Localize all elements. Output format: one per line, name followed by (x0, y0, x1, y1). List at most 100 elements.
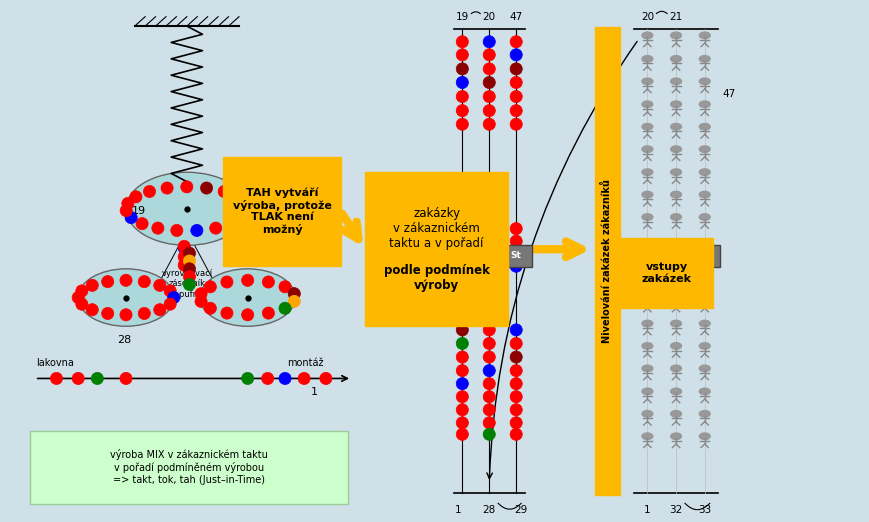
Ellipse shape (152, 222, 164, 234)
Ellipse shape (86, 279, 98, 291)
Ellipse shape (510, 324, 522, 336)
Ellipse shape (483, 337, 495, 350)
Ellipse shape (483, 235, 495, 247)
Ellipse shape (209, 222, 222, 234)
Circle shape (642, 275, 653, 281)
Text: 20: 20 (640, 13, 654, 22)
Text: vstupy
zakázek: vstupy zakázek (642, 262, 692, 283)
Ellipse shape (483, 118, 495, 130)
Ellipse shape (120, 205, 132, 217)
Ellipse shape (510, 404, 522, 416)
Ellipse shape (483, 428, 495, 441)
Ellipse shape (232, 191, 244, 203)
Ellipse shape (456, 351, 468, 363)
Ellipse shape (195, 288, 207, 300)
Text: 19: 19 (455, 13, 469, 22)
Ellipse shape (510, 247, 522, 259)
FancyBboxPatch shape (223, 157, 341, 266)
Ellipse shape (483, 417, 495, 429)
Text: lakovna: lakovna (36, 358, 75, 368)
Ellipse shape (262, 372, 274, 385)
Circle shape (671, 411, 681, 417)
Text: 28: 28 (482, 505, 496, 515)
Circle shape (642, 343, 653, 349)
Ellipse shape (483, 351, 495, 363)
Circle shape (671, 101, 681, 108)
Text: St: St (700, 251, 710, 260)
FancyBboxPatch shape (501, 245, 532, 267)
Ellipse shape (242, 309, 254, 321)
Ellipse shape (456, 324, 468, 336)
Ellipse shape (456, 90, 468, 103)
Ellipse shape (242, 205, 254, 217)
Ellipse shape (483, 247, 495, 259)
Ellipse shape (181, 181, 193, 193)
Circle shape (671, 124, 681, 130)
Ellipse shape (242, 372, 254, 385)
Ellipse shape (483, 390, 495, 403)
Ellipse shape (204, 302, 216, 314)
FancyBboxPatch shape (689, 245, 720, 267)
Ellipse shape (218, 185, 230, 197)
Ellipse shape (91, 372, 103, 385)
Ellipse shape (178, 242, 190, 254)
Ellipse shape (136, 218, 148, 230)
Ellipse shape (510, 428, 522, 441)
Text: Nivelování zakázek zákazníků: Nivelování zakázek zákazníků (602, 179, 613, 343)
Circle shape (200, 269, 295, 326)
Ellipse shape (279, 302, 291, 314)
Ellipse shape (242, 274, 254, 287)
Circle shape (642, 214, 653, 220)
Ellipse shape (510, 390, 522, 403)
Ellipse shape (76, 298, 88, 310)
Ellipse shape (154, 279, 166, 291)
Ellipse shape (143, 185, 156, 197)
Circle shape (700, 101, 710, 108)
Ellipse shape (456, 404, 468, 416)
Ellipse shape (483, 76, 495, 89)
Circle shape (642, 388, 653, 395)
Ellipse shape (483, 364, 495, 377)
Ellipse shape (510, 417, 522, 429)
Ellipse shape (320, 372, 332, 385)
Text: 1: 1 (454, 505, 461, 515)
Circle shape (700, 365, 710, 372)
Circle shape (671, 388, 681, 395)
FancyBboxPatch shape (365, 172, 508, 326)
Text: výroba MIX v zákaznickém taktu
v pořadí podmíněném výrobou
=> takt, tok, tah (Ju: výroba MIX v zákaznickém taktu v pořadí … (110, 449, 268, 485)
Ellipse shape (86, 304, 98, 316)
Ellipse shape (138, 307, 150, 319)
Ellipse shape (170, 224, 182, 236)
Ellipse shape (483, 324, 495, 336)
Ellipse shape (102, 276, 114, 288)
Text: 29: 29 (514, 505, 527, 515)
Circle shape (642, 365, 653, 372)
Circle shape (78, 269, 174, 326)
Ellipse shape (183, 255, 196, 267)
Ellipse shape (456, 364, 468, 377)
Text: 28: 28 (117, 335, 131, 345)
Ellipse shape (456, 76, 468, 89)
Circle shape (671, 275, 681, 281)
Ellipse shape (183, 278, 196, 291)
Ellipse shape (456, 118, 468, 130)
Ellipse shape (456, 417, 468, 429)
Ellipse shape (510, 337, 522, 350)
Text: vyrovnávací
zásobník
-pufr: vyrovnávací zásobník -pufr (162, 269, 212, 299)
Circle shape (700, 298, 710, 304)
Ellipse shape (510, 364, 522, 377)
Ellipse shape (240, 197, 252, 209)
Circle shape (700, 388, 710, 395)
Circle shape (700, 343, 710, 349)
Ellipse shape (483, 377, 495, 390)
Ellipse shape (510, 222, 522, 235)
Ellipse shape (510, 104, 522, 117)
Circle shape (700, 32, 710, 39)
Ellipse shape (456, 49, 468, 61)
Ellipse shape (510, 63, 522, 75)
Circle shape (671, 298, 681, 304)
Ellipse shape (204, 281, 216, 293)
Text: podle podmínek
výroby: podle podmínek výroby (384, 264, 489, 292)
Ellipse shape (191, 224, 203, 236)
Circle shape (671, 321, 681, 327)
